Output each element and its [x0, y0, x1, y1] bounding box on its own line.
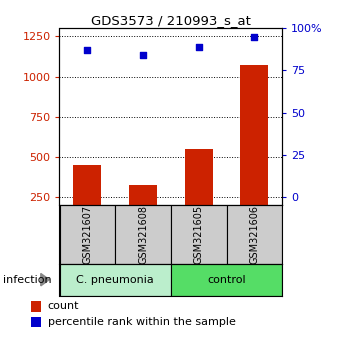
- Text: control: control: [207, 275, 246, 285]
- Text: GSM321605: GSM321605: [194, 205, 204, 264]
- Point: [196, 44, 201, 50]
- Bar: [240, 64, 268, 205]
- Bar: [59, 264, 171, 296]
- Text: infection: infection: [3, 275, 52, 285]
- Text: GSM321606: GSM321606: [249, 205, 259, 264]
- Text: GSM321607: GSM321607: [82, 205, 92, 264]
- Point: [85, 47, 90, 53]
- Bar: [185, 149, 212, 205]
- Bar: [115, 205, 171, 264]
- Text: percentile rank within the sample: percentile rank within the sample: [48, 317, 236, 327]
- Bar: [226, 205, 282, 264]
- Text: count: count: [48, 301, 79, 311]
- Title: GDS3573 / 210993_s_at: GDS3573 / 210993_s_at: [91, 14, 251, 27]
- Bar: [171, 264, 282, 296]
- Point: [140, 52, 146, 58]
- Text: GSM321608: GSM321608: [138, 205, 148, 264]
- Bar: [73, 165, 101, 205]
- Bar: [59, 205, 115, 264]
- Text: C. pneumonia: C. pneumonia: [76, 275, 154, 285]
- Point: [252, 34, 257, 40]
- Bar: [171, 205, 226, 264]
- Bar: [129, 185, 157, 205]
